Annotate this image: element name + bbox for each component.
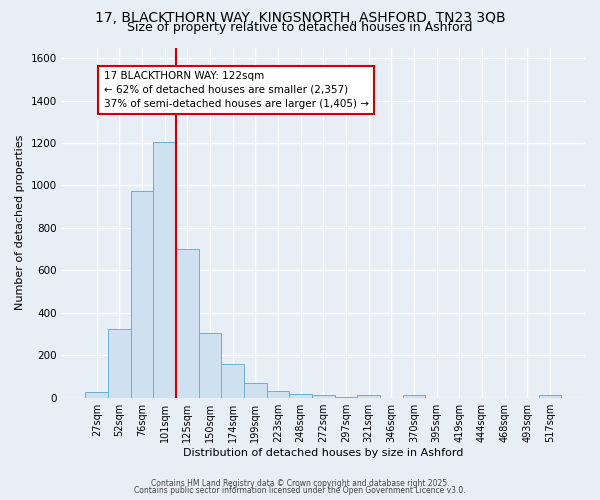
Bar	[335, 396, 358, 398]
Text: Contains HM Land Registry data © Crown copyright and database right 2025.: Contains HM Land Registry data © Crown c…	[151, 478, 449, 488]
Bar	[199, 333, 221, 398]
Bar	[176, 249, 199, 398]
Bar	[289, 394, 312, 398]
Bar	[403, 396, 425, 398]
Bar	[131, 190, 154, 398]
Y-axis label: Number of detached properties: Number of detached properties	[15, 135, 25, 310]
Text: Size of property relative to detached houses in Ashford: Size of property relative to detached ho…	[127, 21, 473, 34]
Text: 17 BLACKTHORN WAY: 122sqm
← 62% of detached houses are smaller (2,357)
37% of se: 17 BLACKTHORN WAY: 122sqm ← 62% of detac…	[104, 71, 368, 109]
Bar	[312, 396, 335, 398]
Text: Contains public sector information licensed under the Open Government Licence v3: Contains public sector information licen…	[134, 486, 466, 495]
Bar	[221, 364, 244, 398]
Bar	[108, 328, 131, 398]
Bar	[244, 382, 266, 398]
Bar	[358, 396, 380, 398]
Bar	[539, 396, 561, 398]
Bar	[266, 391, 289, 398]
Text: 17, BLACKTHORN WAY, KINGSNORTH, ASHFORD, TN23 3QB: 17, BLACKTHORN WAY, KINGSNORTH, ASHFORD,…	[95, 11, 505, 25]
X-axis label: Distribution of detached houses by size in Ashford: Distribution of detached houses by size …	[183, 448, 464, 458]
Bar	[154, 142, 176, 398]
Bar	[85, 392, 108, 398]
